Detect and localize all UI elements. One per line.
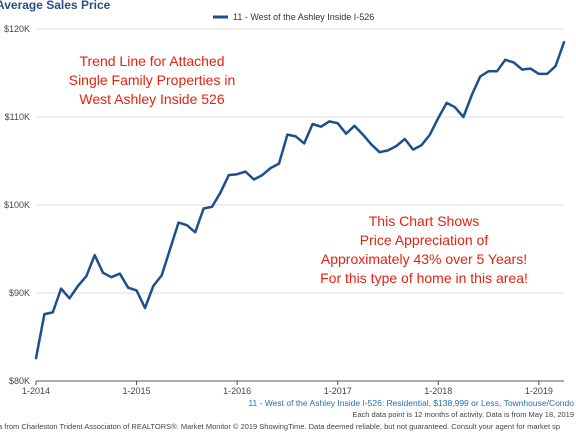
y-tick-label: $100K: [4, 200, 30, 210]
y-axis-tick-labels: $80K $90K $100K $110K $120K: [4, 24, 30, 386]
chart-note: Each data point is 12 months of activity…: [352, 410, 574, 419]
x-tick-label: 1-2017: [324, 386, 352, 396]
annotation-appreciation-3: Approximately 43% over 5 Years!: [321, 251, 527, 267]
x-tick-label: 1-2019: [525, 386, 553, 396]
annotation-trend-line-1: Trend Line for Attached: [79, 53, 224, 69]
y-tick-label: $80K: [9, 376, 30, 386]
y-tick-label: $110K: [5, 112, 30, 122]
series-line: [34, 40, 566, 360]
chart-caption: 11 - West of the Ashley Inside I-526: Re…: [248, 398, 574, 408]
annotation-appreciation-4: For this type of home in this area!: [320, 270, 528, 286]
series-lines: [34, 40, 566, 360]
x-tick-label: 1-2016: [223, 386, 251, 396]
y-tick-label: $90K: [9, 288, 30, 298]
chart-title: Average Sales Price: [0, 0, 111, 12]
legend-label: 11 - West of the Ashley Inside I-526: [233, 12, 374, 22]
annotation-appreciation: This Chart Shows Price Appreciation of A…: [320, 213, 528, 286]
annotation-trend-line: Trend Line for Attached Single Family Pr…: [69, 53, 236, 107]
chart-footer: a from Charleston Trident Associaton of …: [0, 422, 560, 431]
annotation-trend-line-2: Single Family Properties in: [69, 72, 236, 88]
annotation-appreciation-2: Price Appreciation of: [360, 232, 489, 248]
annotation-trend-line-3: West Ashley Inside 526: [79, 91, 224, 107]
x-axis: 1-2014 1-2015 1-2016 1-2017 1-2018 1-2019: [22, 380, 564, 396]
y-tick-label: $120K: [4, 24, 30, 34]
x-tick-label: 1-2018: [424, 386, 452, 396]
annotation-appreciation-1: This Chart Shows: [369, 213, 479, 229]
x-tick-label: 1-2014: [22, 386, 50, 396]
x-tick-label: 1-2015: [123, 386, 151, 396]
chart-legend: 11 - West of the Ashley Inside I-526: [213, 12, 374, 22]
